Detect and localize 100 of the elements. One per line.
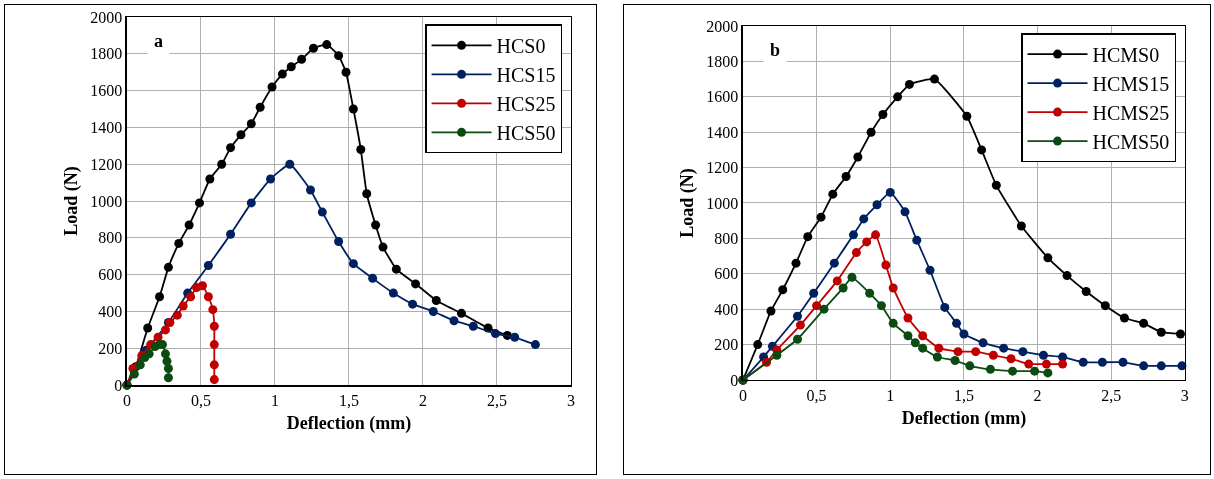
y-tick-label: 1000 xyxy=(706,194,739,212)
point xyxy=(317,207,327,217)
point xyxy=(977,145,987,155)
point xyxy=(851,248,861,258)
point xyxy=(356,145,366,155)
point xyxy=(388,288,398,298)
point xyxy=(772,350,782,360)
point xyxy=(1156,327,1166,337)
point xyxy=(803,232,813,242)
point xyxy=(971,347,981,357)
point xyxy=(1119,313,1129,323)
point xyxy=(940,302,950,312)
point xyxy=(160,349,170,359)
point xyxy=(174,238,184,248)
point xyxy=(929,74,939,84)
point xyxy=(408,299,418,309)
point xyxy=(862,237,872,247)
point xyxy=(893,92,903,102)
legend-label: HCS0 xyxy=(496,35,546,58)
point xyxy=(952,318,962,328)
point xyxy=(490,329,500,339)
point xyxy=(172,310,182,320)
point xyxy=(978,338,988,348)
y-tick-label: 2000 xyxy=(706,17,739,35)
point xyxy=(881,260,891,270)
x-tick-label: 2 xyxy=(418,391,427,409)
point xyxy=(853,152,863,162)
point xyxy=(209,360,219,370)
point xyxy=(878,110,888,120)
point xyxy=(795,320,805,330)
point xyxy=(1058,359,1068,369)
point xyxy=(1081,287,1091,296)
point xyxy=(918,331,928,341)
point xyxy=(209,321,219,331)
point xyxy=(1043,368,1053,378)
point xyxy=(205,174,215,184)
point xyxy=(184,220,194,230)
point xyxy=(1100,301,1110,311)
point xyxy=(885,187,895,197)
x-tick-label: 1,5 xyxy=(338,391,359,409)
point xyxy=(888,283,898,293)
legend-label: HCS25 xyxy=(496,93,556,116)
point xyxy=(988,350,998,360)
point xyxy=(828,189,838,199)
point xyxy=(456,308,466,318)
point xyxy=(246,119,256,129)
point xyxy=(859,214,869,224)
y-axis-title: Load (N) xyxy=(676,168,698,238)
point xyxy=(932,352,942,362)
point xyxy=(918,343,928,353)
point xyxy=(208,305,218,315)
point xyxy=(962,111,972,121)
point xyxy=(812,301,822,311)
point xyxy=(428,306,438,316)
point xyxy=(766,306,776,316)
point xyxy=(904,79,914,89)
point xyxy=(371,220,381,230)
point xyxy=(1043,253,1053,263)
y-tick-label: 2000 xyxy=(90,8,123,26)
point xyxy=(1018,347,1028,357)
y-tick-label: 0 xyxy=(730,371,739,389)
point xyxy=(950,356,960,366)
point xyxy=(1139,361,1149,371)
legend-label: HCS50 xyxy=(496,122,556,145)
legend-label: HCS15 xyxy=(496,64,556,87)
point xyxy=(876,301,886,311)
y-tick-label: 600 xyxy=(98,266,123,284)
point xyxy=(285,159,295,169)
point xyxy=(1030,366,1040,376)
point xyxy=(135,360,145,370)
point xyxy=(297,54,307,64)
point xyxy=(163,373,173,383)
point xyxy=(848,230,858,240)
point xyxy=(334,51,344,61)
point xyxy=(305,185,315,195)
point xyxy=(953,347,963,357)
y-tick-label: 1800 xyxy=(90,45,123,63)
point xyxy=(1041,359,1051,369)
point xyxy=(160,325,170,335)
point xyxy=(266,174,276,184)
y-tick-label: 800 xyxy=(98,229,123,247)
x-tick-label: 3 xyxy=(1180,386,1189,404)
point xyxy=(378,242,388,252)
legend-label: HCMS50 xyxy=(1092,130,1170,153)
point xyxy=(816,212,826,222)
y-axis-title: Load (N) xyxy=(60,166,82,236)
y-tick-label: 1400 xyxy=(706,123,739,141)
point xyxy=(934,343,944,353)
point xyxy=(910,338,920,348)
point xyxy=(1118,357,1128,367)
legend-label: HCMS25 xyxy=(1092,101,1170,124)
point xyxy=(246,198,256,208)
point xyxy=(872,200,882,210)
point xyxy=(753,340,763,350)
x-axis-title: Deflection (mm) xyxy=(286,412,412,434)
point xyxy=(838,283,848,293)
x-tick-label: 1 xyxy=(886,386,895,404)
point xyxy=(510,332,520,342)
point xyxy=(912,235,922,245)
point xyxy=(334,237,344,247)
